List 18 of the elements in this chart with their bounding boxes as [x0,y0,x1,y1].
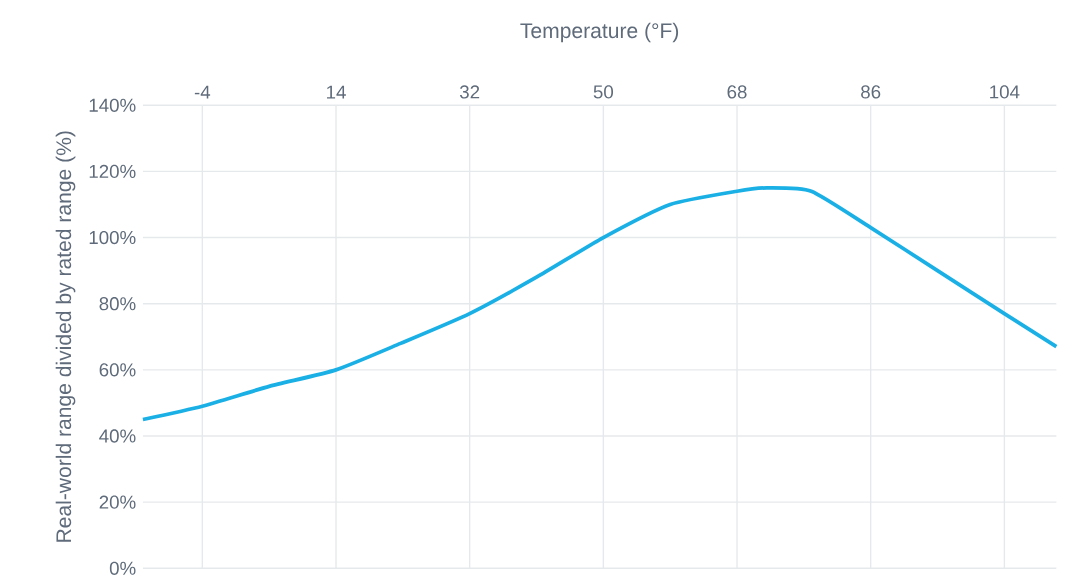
x-tick-label: -4 [194,85,211,99]
line-series [141,186,1059,422]
x-tick-label: 14 [327,85,346,99]
x-tick-label: 50 [593,85,614,99]
y-tick-label: 80% [99,297,136,311]
y-tick-label: 100% [89,230,136,245]
y-tick-label: 60% [99,363,136,377]
y-tick-label: 140% [89,98,136,112]
y-tick-label: 40% [99,429,136,443]
x-tick-label: 68 [727,85,747,99]
x-axis-title: Temperature (°F) [520,22,679,43]
y-tick-label: 0% [109,561,136,575]
y-tick-label: 120% [89,164,136,179]
y-tick-label: 20% [99,495,136,509]
x-tick-label: 104 [990,85,1020,99]
x-tick-label: 86 [861,85,881,99]
x-tick-label: 32 [459,85,480,99]
y-axis-title: Real-world range divided by rated range (%) [55,131,76,542]
